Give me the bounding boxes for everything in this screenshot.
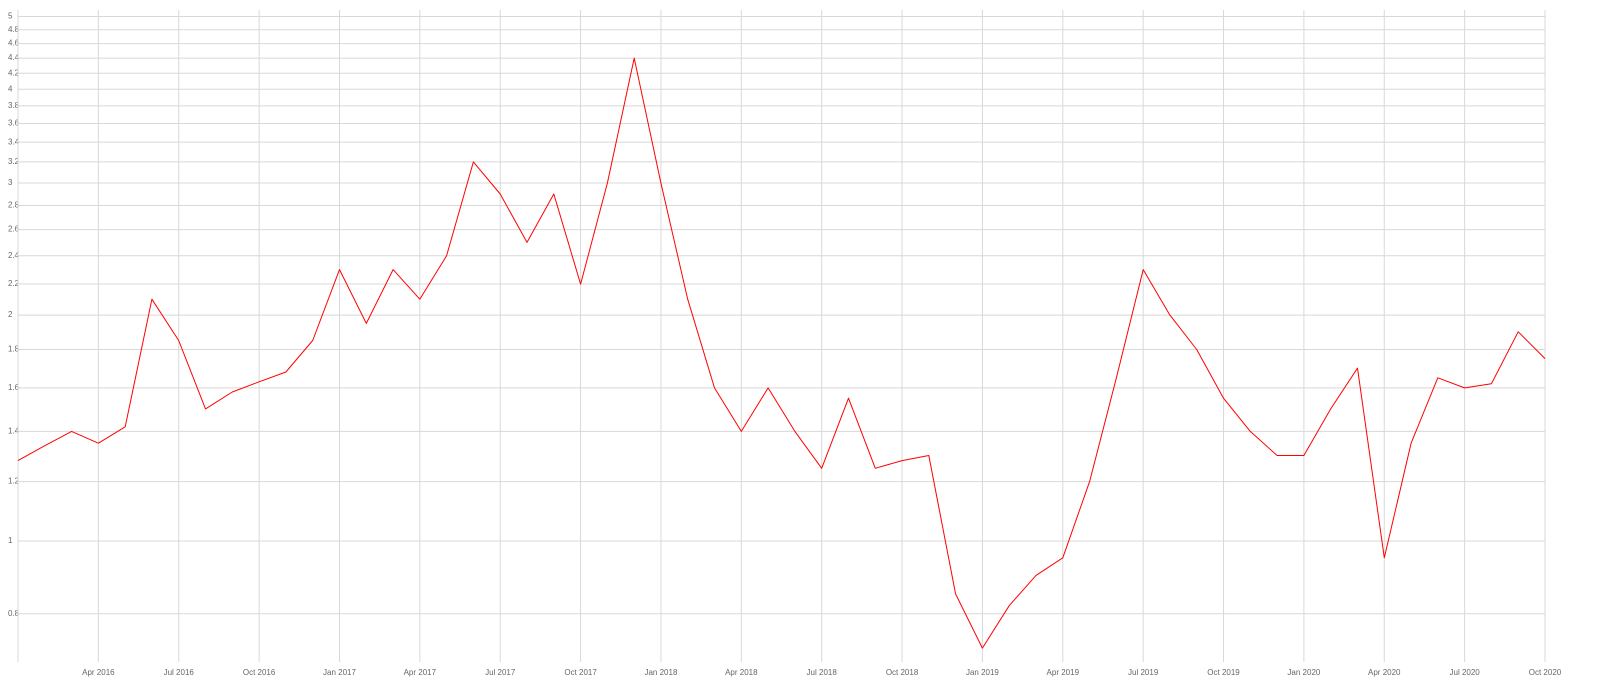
y-tick-label: 2.8 — [8, 201, 20, 210]
y-tick-label: 2 — [8, 310, 13, 319]
x-tick-label: Jan 2019 — [966, 668, 999, 677]
x-tick-label: Oct 2018 — [886, 668, 919, 677]
x-tick-label: Jan 2018 — [644, 668, 677, 677]
x-tick-label: Jul 2020 — [1450, 668, 1481, 677]
x-tick-label: Apr 2017 — [404, 668, 437, 677]
y-tick-label: 3 — [8, 178, 13, 187]
x-tick-label: Jul 2018 — [807, 668, 838, 677]
y-tick-label: 4.8 — [8, 25, 20, 34]
y-tick-label: 1.2 — [8, 477, 20, 486]
y-tick-label: 1 — [8, 536, 13, 545]
x-tick-label: Apr 2019 — [1047, 668, 1080, 677]
x-tick-label: Apr 2016 — [82, 668, 115, 677]
y-tick-label: 0.8 — [8, 609, 20, 618]
y-tick-label: 3.2 — [8, 157, 20, 166]
x-tick-label: Oct 2019 — [1207, 668, 1240, 677]
x-tick-label: Oct 2017 — [564, 668, 597, 677]
x-tick-label: Jul 2019 — [1128, 668, 1159, 677]
x-tick-label: Apr 2020 — [1368, 668, 1401, 677]
y-tick-label: 3.4 — [8, 137, 20, 146]
data-line — [17, 57, 1546, 649]
y-tick-label: 4.6 — [8, 39, 20, 48]
y-tick-label: 2.6 — [8, 225, 20, 234]
x-tick-label: Jul 2016 — [164, 668, 195, 677]
y-tick-label: 3.8 — [8, 101, 20, 110]
y-tick-label: 4.2 — [8, 68, 20, 77]
y-tick-label: 1.8 — [8, 345, 20, 354]
x-tick-label: Oct 2016 — [243, 668, 276, 677]
y-tick-label: 1.4 — [8, 426, 20, 435]
x-tick-label: Jan 2020 — [1287, 668, 1320, 677]
y-tick-label: 2.4 — [8, 251, 20, 260]
y-tick-label: 4 — [8, 84, 13, 93]
y-tick-label: 4.4 — [8, 53, 20, 62]
x-tick-label: Apr 2018 — [725, 668, 758, 677]
y-tick-label: 3.6 — [8, 119, 20, 128]
x-tick-label: Jan 2017 — [323, 668, 356, 677]
x-tick-label: Oct 2020 — [1529, 668, 1562, 677]
x-tick-label: Jul 2017 — [485, 668, 516, 677]
y-tick-label: 1.6 — [8, 383, 20, 392]
y-tick-label: 2.2 — [8, 279, 20, 288]
y-tick-label: 5 — [8, 12, 13, 21]
